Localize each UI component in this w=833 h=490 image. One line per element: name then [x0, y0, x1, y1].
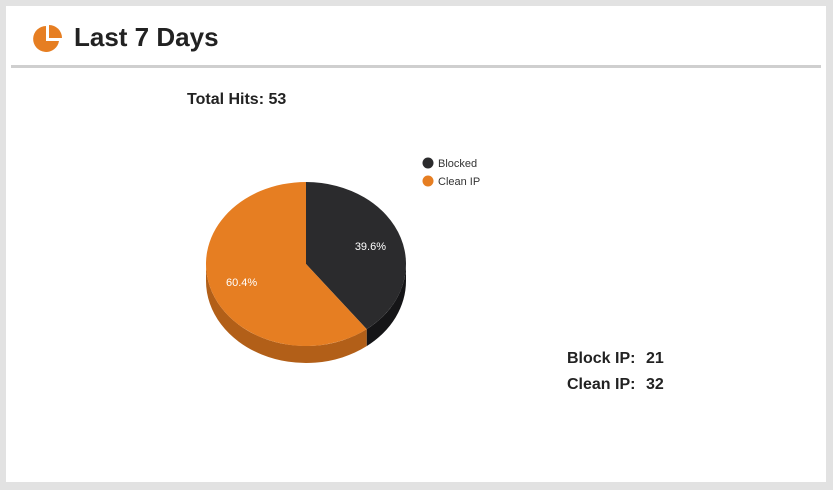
stat-value: 32	[646, 376, 664, 393]
legend-marker-0	[422, 157, 434, 169]
pie-chart-icon	[33, 25, 62, 52]
stats-summary: Block IP: 21 Clean IP: 32	[567, 350, 664, 402]
pie-chart: 39.6% 60.4% Blocked Clean IP	[206, 157, 481, 363]
panel-header: Last 7 Days	[6, 6, 826, 66]
pie-data-label-1: 60.4%	[226, 277, 257, 289]
stat-label: Block IP:	[567, 350, 636, 367]
page-title: Last 7 Days	[74, 22, 219, 52]
legend-marker-1	[422, 175, 434, 187]
legend-item-0[interactable]: Blocked	[422, 157, 478, 171]
stat-value: 21	[646, 350, 664, 367]
dashboard-panel: Last 7 Days Total Hits: 53 39.6% 60.4% Blo…	[6, 6, 826, 482]
pie-data-label-0: 39.6%	[355, 241, 386, 253]
legend-label-0: Blocked	[438, 158, 477, 170]
stat-row-clean-ip: Clean IP: 32	[567, 376, 664, 402]
pie-slice-0[interactable]	[306, 182, 406, 330]
stat-label: Clean IP:	[567, 376, 636, 393]
pie-slice-1[interactable]	[206, 182, 367, 346]
pie-slice-side-1	[206, 264, 367, 363]
total-hits: Total Hits: 53	[187, 91, 287, 108]
legend-label-1: Clean IP	[438, 176, 480, 188]
legend-item-1[interactable]: Clean IP	[422, 175, 481, 189]
pie-slice-side-0	[366, 264, 406, 347]
stat-row-block-ip: Block IP: 21	[567, 350, 664, 376]
header-divider	[11, 65, 821, 68]
